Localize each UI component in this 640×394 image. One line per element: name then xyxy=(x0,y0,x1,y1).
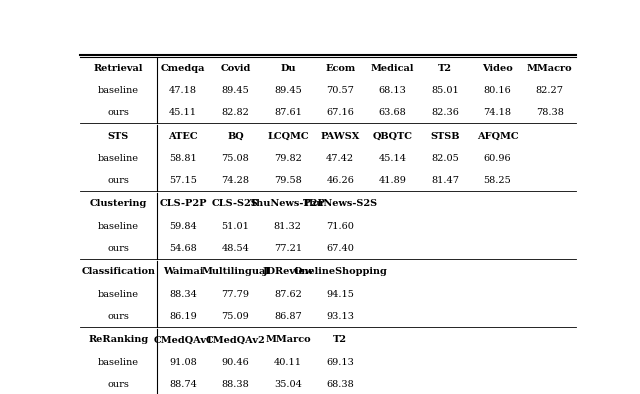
Text: ours: ours xyxy=(108,244,129,253)
Text: 71.60: 71.60 xyxy=(326,221,354,230)
Text: baseline: baseline xyxy=(98,357,139,366)
Text: AFQMC: AFQMC xyxy=(477,132,518,141)
Text: MMacro: MMacro xyxy=(527,63,573,72)
Text: 81.47: 81.47 xyxy=(431,176,459,185)
Text: Retrieval: Retrieval xyxy=(93,63,143,72)
Text: 86.87: 86.87 xyxy=(274,312,301,321)
Text: ThuNews-S2S: ThuNews-S2S xyxy=(303,199,378,208)
Text: 89.45: 89.45 xyxy=(221,86,250,95)
Text: 40.11: 40.11 xyxy=(274,357,302,366)
Text: Video: Video xyxy=(482,63,513,72)
Text: 78.38: 78.38 xyxy=(536,108,564,117)
Text: 87.61: 87.61 xyxy=(274,108,302,117)
Text: Medical: Medical xyxy=(371,63,414,72)
Text: 88.74: 88.74 xyxy=(169,380,197,389)
Text: ours: ours xyxy=(108,380,129,389)
Text: 81.32: 81.32 xyxy=(274,221,302,230)
Text: STSB: STSB xyxy=(430,132,460,141)
Text: 80.16: 80.16 xyxy=(484,86,511,95)
Text: OnelineShopping: OnelineShopping xyxy=(293,268,387,277)
Text: 82.36: 82.36 xyxy=(431,108,459,117)
Text: 79.58: 79.58 xyxy=(274,176,301,185)
Text: 68.13: 68.13 xyxy=(379,86,406,95)
Text: BQ: BQ xyxy=(227,132,244,141)
Text: 91.08: 91.08 xyxy=(169,357,197,366)
Text: baseline: baseline xyxy=(98,290,139,299)
Text: 82.27: 82.27 xyxy=(536,86,564,95)
Text: CMedQAv2: CMedQAv2 xyxy=(205,335,266,344)
Text: 93.13: 93.13 xyxy=(326,312,355,321)
Text: ReRanking: ReRanking xyxy=(88,335,148,344)
Text: baseline: baseline xyxy=(98,154,139,163)
Text: 77.21: 77.21 xyxy=(274,244,302,253)
Text: CMedQAv1: CMedQAv1 xyxy=(153,335,213,344)
Text: ThuNews-P2P: ThuNews-P2P xyxy=(250,199,326,208)
Text: 88.34: 88.34 xyxy=(169,290,197,299)
Text: 59.84: 59.84 xyxy=(169,221,197,230)
Text: 89.45: 89.45 xyxy=(274,86,301,95)
Text: Clustering: Clustering xyxy=(90,199,147,208)
Text: 77.79: 77.79 xyxy=(221,290,250,299)
Text: PAWSX: PAWSX xyxy=(321,132,360,141)
Text: 35.04: 35.04 xyxy=(274,380,302,389)
Text: 47.18: 47.18 xyxy=(169,86,197,95)
Text: 74.18: 74.18 xyxy=(483,108,511,117)
Text: Multilingual: Multilingual xyxy=(202,268,269,277)
Text: baseline: baseline xyxy=(98,86,139,95)
Text: 88.38: 88.38 xyxy=(221,380,250,389)
Text: 70.57: 70.57 xyxy=(326,86,354,95)
Text: ours: ours xyxy=(108,108,129,117)
Text: MMarco: MMarco xyxy=(265,335,310,344)
Text: 60.96: 60.96 xyxy=(484,154,511,163)
Text: T2: T2 xyxy=(438,63,452,72)
Text: 67.40: 67.40 xyxy=(326,244,354,253)
Text: Ecom: Ecom xyxy=(325,63,355,72)
Text: CLS-P2P: CLS-P2P xyxy=(159,199,207,208)
Text: STS: STS xyxy=(108,132,129,141)
Text: QBQTC: QBQTC xyxy=(372,132,413,141)
Text: 48.54: 48.54 xyxy=(221,244,250,253)
Text: 57.15: 57.15 xyxy=(169,176,197,185)
Text: 58.25: 58.25 xyxy=(484,176,511,185)
Text: 87.62: 87.62 xyxy=(274,290,302,299)
Text: 82.05: 82.05 xyxy=(431,154,459,163)
Text: 68.38: 68.38 xyxy=(326,380,354,389)
Text: 75.09: 75.09 xyxy=(221,312,250,321)
Text: Classification: Classification xyxy=(81,268,156,277)
Text: 51.01: 51.01 xyxy=(221,221,250,230)
Text: 58.81: 58.81 xyxy=(169,154,197,163)
Text: 85.01: 85.01 xyxy=(431,86,459,95)
Text: CLS-S2S: CLS-S2S xyxy=(212,199,259,208)
Text: 63.68: 63.68 xyxy=(379,108,406,117)
Text: ours: ours xyxy=(108,312,129,321)
Text: ours: ours xyxy=(108,176,129,185)
Text: baseline: baseline xyxy=(98,221,139,230)
Text: 79.82: 79.82 xyxy=(274,154,302,163)
Text: Cmedqa: Cmedqa xyxy=(161,63,205,72)
Text: 41.89: 41.89 xyxy=(379,176,406,185)
Text: 74.28: 74.28 xyxy=(221,176,250,185)
Text: LCQMC: LCQMC xyxy=(267,132,308,141)
Text: JDReview: JDReview xyxy=(262,268,314,277)
Text: 90.46: 90.46 xyxy=(221,357,250,366)
Text: 67.16: 67.16 xyxy=(326,108,354,117)
Text: ATEC: ATEC xyxy=(168,132,198,141)
Text: 82.82: 82.82 xyxy=(221,108,250,117)
Text: Covid: Covid xyxy=(220,63,251,72)
Text: Du: Du xyxy=(280,63,296,72)
Text: 75.08: 75.08 xyxy=(221,154,250,163)
Text: 45.14: 45.14 xyxy=(379,154,406,163)
Text: 45.11: 45.11 xyxy=(169,108,197,117)
Text: 46.26: 46.26 xyxy=(326,176,354,185)
Text: T2: T2 xyxy=(333,335,348,344)
Text: Waimai: Waimai xyxy=(163,268,204,277)
Text: 94.15: 94.15 xyxy=(326,290,354,299)
Text: 54.68: 54.68 xyxy=(169,244,197,253)
Text: 86.19: 86.19 xyxy=(169,312,197,321)
Text: 47.42: 47.42 xyxy=(326,154,355,163)
Text: 69.13: 69.13 xyxy=(326,357,354,366)
